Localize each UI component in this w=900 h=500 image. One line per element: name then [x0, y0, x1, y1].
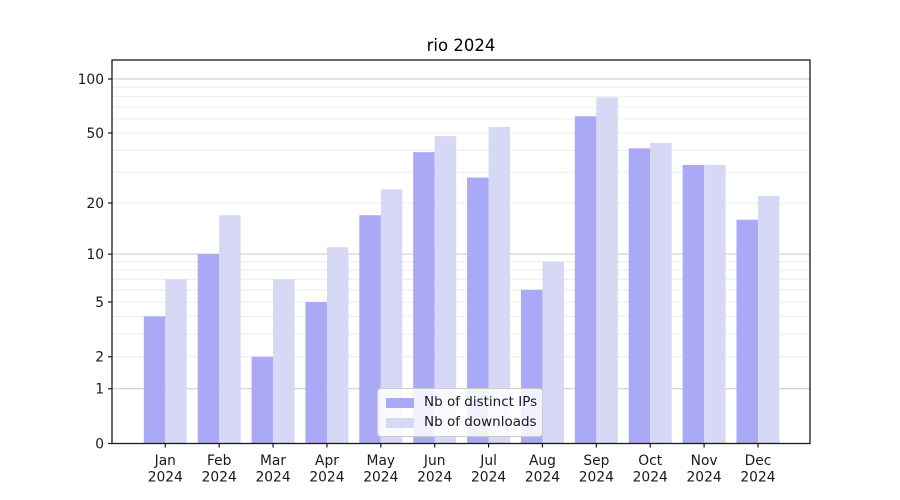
chart-title: rio 2024 — [427, 36, 496, 55]
x-tick-label-month: May — [367, 453, 396, 469]
x-tick-label-month: Mar — [260, 453, 286, 469]
x-tick-label-month: Oct — [638, 453, 662, 469]
x-tick-label-year: 2024 — [148, 470, 183, 486]
bar-downloads-may — [380, 189, 403, 444]
bar-downloads-mar — [273, 279, 295, 444]
bar-distinct-ips-oct — [628, 148, 651, 444]
bar-distinct-ips-may — [359, 215, 381, 444]
tick-labels: 0125102050100Jan2024Feb2024Mar2024Apr202… — [78, 72, 776, 486]
bars — [143, 97, 780, 444]
bar-downloads-feb — [219, 215, 241, 444]
x-tick-label-year: 2024 — [309, 470, 344, 486]
y-tick-label-5: 5 — [95, 295, 104, 311]
y-tick-label-100: 100 — [78, 72, 104, 88]
bar-distinct-ips-apr — [305, 301, 327, 444]
y-tick-label-10: 10 — [86, 247, 104, 263]
bar-downloads-sep — [596, 97, 618, 444]
x-tick-label-year: 2024 — [525, 470, 560, 486]
bar-distinct-ips-nov — [682, 164, 705, 444]
x-tick-label-year: 2024 — [471, 470, 506, 486]
legend: Nb of distinct IPs Nb of downloads — [377, 388, 543, 437]
x-tick-label-year: 2024 — [417, 470, 452, 486]
y-tick-label-0: 0 — [95, 436, 104, 452]
bar-downloads-apr — [326, 247, 349, 444]
x-tick-label-year: 2024 — [255, 470, 290, 486]
x-tick-label-year: 2024 — [579, 470, 614, 486]
y-tick-label-1: 1 — [95, 382, 104, 398]
legend-label-downloads: Nb of downloads — [424, 414, 537, 430]
bar-distinct-ips-mar — [251, 356, 274, 444]
bar-downloads-jun — [434, 136, 457, 444]
axes — [111, 59, 811, 445]
x-tick-label-year: 2024 — [363, 470, 398, 486]
bar-downloads-dec — [757, 195, 780, 444]
x-tick-label-year: 2024 — [687, 470, 722, 486]
y-tick-label-50: 50 — [86, 126, 104, 142]
x-tick-label-month: Jul — [479, 453, 497, 469]
y-tick-label-2: 2 — [95, 350, 104, 366]
x-tick-label-month: Jan — [154, 453, 176, 469]
legend-item-downloads: Nb of downloads — [386, 414, 537, 431]
plot-border — [111, 59, 811, 445]
legend-label-distinct-ips: Nb of distinct IPs — [424, 394, 538, 410]
x-tick-label-month: Dec — [745, 453, 772, 469]
bar-distinct-ips-sep — [574, 116, 597, 444]
bar-distinct-ips-jul — [467, 177, 489, 444]
x-tick-label-month: Jun — [423, 453, 446, 469]
x-tick-label-year: 2024 — [633, 470, 668, 486]
bar-downloads-oct — [650, 142, 672, 444]
bar-distinct-ips-jun — [413, 152, 435, 444]
legend-swatch-downloads — [386, 417, 414, 428]
bar-downloads-nov — [704, 164, 726, 444]
bar-distinct-ips-dec — [736, 219, 758, 444]
x-tick-label-month: Apr — [315, 453, 339, 469]
bar-distinct-ips-jan — [143, 316, 166, 444]
bar-downloads-jan — [165, 279, 187, 444]
bar-downloads-aug — [542, 261, 564, 444]
x-tick-label-month: Sep — [583, 453, 609, 469]
bar-distinct-ips-feb — [197, 254, 220, 444]
y-tick-label-20: 20 — [86, 196, 104, 212]
x-tick-label-month: Feb — [207, 453, 231, 469]
x-tick-label-month: Aug — [529, 453, 556, 469]
x-tick-label-month: Nov — [691, 453, 718, 469]
x-tick-label-year: 2024 — [202, 470, 237, 486]
x-tick-label-year: 2024 — [740, 470, 775, 486]
bar-downloads-jul — [488, 127, 511, 444]
legend-item-distinct-ips: Nb of distinct IPs — [386, 394, 538, 411]
legend-swatch-distinct-ips — [386, 397, 414, 408]
